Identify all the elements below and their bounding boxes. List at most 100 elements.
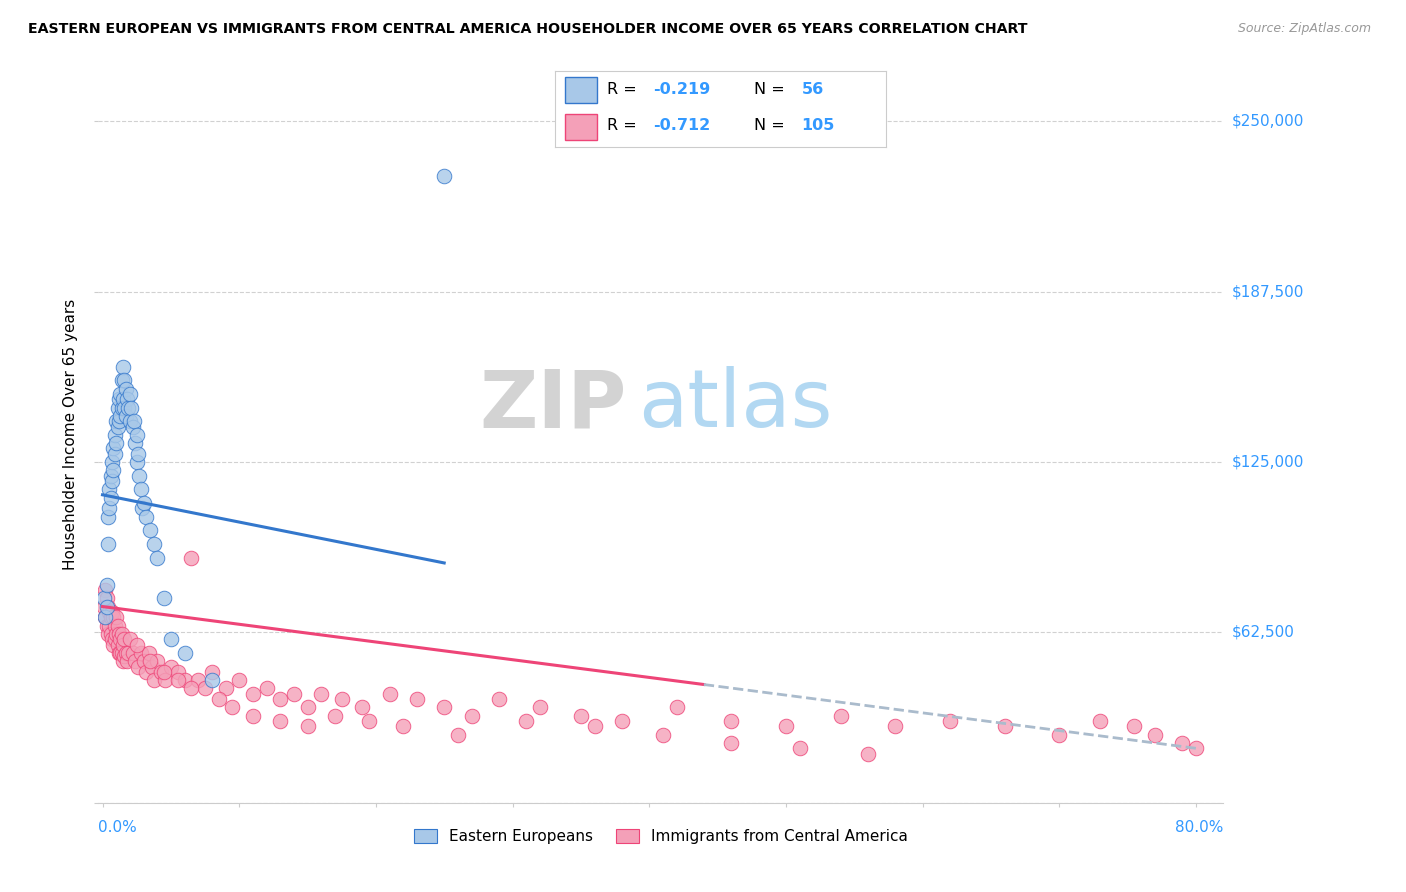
Point [97, 537, 120, 551]
Point [433, 169, 456, 183]
Point [111, 627, 134, 641]
Point [187, 673, 209, 688]
Text: 80.0%: 80.0% [1175, 821, 1223, 835]
Point [153, 591, 176, 606]
Point [993, 719, 1015, 733]
Point [111, 646, 134, 660]
Point [143, 673, 166, 688]
Point [143, 537, 166, 551]
Point [93, 599, 115, 614]
Point [135, 665, 157, 679]
Point [111, 373, 134, 387]
Point [569, 708, 592, 723]
Point [515, 714, 537, 728]
Point [111, 654, 134, 668]
Text: $125,000: $125,000 [1232, 455, 1303, 469]
Point [141, 659, 163, 673]
Point [166, 673, 188, 688]
Point [101, 632, 124, 647]
Point [108, 392, 131, 407]
Point [105, 414, 128, 428]
Point [110, 632, 132, 647]
Point [100, 627, 122, 641]
Point [111, 401, 134, 415]
Point [97, 627, 120, 641]
Point [720, 714, 742, 728]
Point [97, 509, 120, 524]
Point [194, 681, 217, 696]
Point [117, 401, 139, 415]
Text: -0.219: -0.219 [652, 82, 710, 97]
Point [583, 719, 606, 733]
Point [529, 700, 551, 714]
Point [720, 736, 742, 750]
Point [139, 523, 162, 537]
Point [103, 638, 125, 652]
Point [125, 427, 148, 442]
Bar [565, 114, 596, 140]
Point [93, 591, 115, 606]
Point [105, 610, 128, 624]
Point [98, 605, 121, 619]
Point [201, 665, 224, 679]
Point [127, 659, 149, 673]
Point [665, 700, 688, 714]
Point [107, 401, 129, 415]
Point [256, 681, 278, 696]
Point [447, 728, 470, 742]
Point [105, 436, 128, 450]
Point [111, 392, 134, 407]
Point [117, 646, 139, 660]
Point [433, 700, 456, 714]
Point [180, 550, 202, 565]
Text: R =: R = [606, 82, 641, 97]
Text: ZIP: ZIP [479, 367, 627, 444]
Point [100, 468, 122, 483]
Point [107, 618, 129, 632]
Point [269, 692, 291, 706]
Point [129, 483, 152, 497]
Point [830, 708, 852, 723]
Point [114, 409, 136, 423]
Point [1185, 741, 1208, 756]
Point [112, 373, 135, 387]
Point [104, 632, 127, 647]
Point [120, 401, 142, 415]
Point [108, 414, 131, 428]
Point [1123, 719, 1146, 733]
Point [103, 463, 125, 477]
Text: atlas: atlas [638, 367, 832, 444]
Text: EASTERN EUROPEAN VS IMMIGRANTS FROM CENTRAL AMERICA HOUSEHOLDER INCOME OVER 65 Y: EASTERN EUROPEAN VS IMMIGRANTS FROM CENT… [28, 22, 1028, 37]
Point [118, 414, 141, 428]
Point [330, 692, 353, 706]
Point [114, 646, 136, 660]
Point [283, 687, 305, 701]
Point [488, 692, 510, 706]
Point [269, 714, 291, 728]
Point [97, 599, 120, 614]
Point [173, 673, 195, 688]
Text: -0.712: -0.712 [652, 118, 710, 133]
Point [150, 665, 173, 679]
Point [352, 700, 374, 714]
Point [221, 700, 243, 714]
Point [96, 599, 118, 614]
Point [155, 673, 177, 688]
Point [98, 483, 121, 497]
Text: 56: 56 [801, 82, 824, 97]
Text: R =: R = [606, 118, 641, 133]
Point [114, 382, 136, 396]
Y-axis label: Householder Income Over 65 years: Householder Income Over 65 years [63, 299, 79, 571]
Point [153, 665, 176, 679]
Point [125, 638, 148, 652]
Point [118, 387, 141, 401]
Point [94, 610, 117, 624]
Point [1090, 714, 1112, 728]
Text: N =: N = [754, 82, 790, 97]
Point [160, 632, 183, 647]
Point [105, 627, 128, 641]
Point [125, 455, 148, 469]
Point [651, 728, 673, 742]
Text: N =: N = [754, 118, 790, 133]
Point [111, 359, 134, 374]
